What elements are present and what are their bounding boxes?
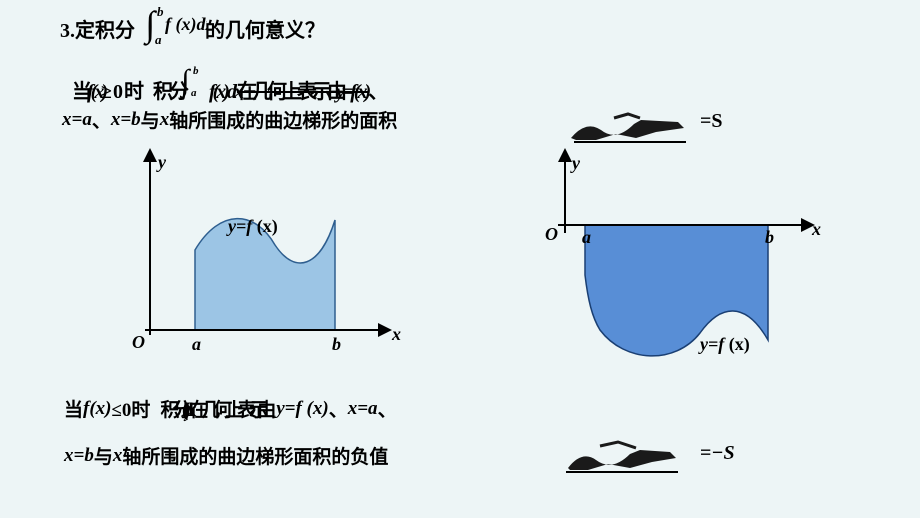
chart-positive-area: y x O a b y=f (x) (110, 140, 410, 360)
chart-negative-area: y x O a b y=f (x) (510, 145, 830, 375)
equals-neg-s: =−S (700, 442, 735, 465)
svg-text:y: y (156, 152, 167, 172)
svg-text:a: a (582, 227, 591, 247)
case-positive-line1: 当 f(x) ≥0时 积分 ∫ a b f(x)dx 在几何上表示由 y=f(x… (72, 64, 389, 104)
scribble-mark-neg-s (560, 438, 690, 478)
title-suffix: 的几何意义？ (205, 14, 325, 43)
svg-text:a: a (191, 87, 198, 98)
svg-text:∫: ∫ (179, 64, 191, 98)
svg-text:a: a (192, 334, 201, 354)
svg-text:b: b (332, 334, 341, 354)
svg-text:f (x)dx: f (x)dx (165, 14, 207, 35)
case-positive-line2: x=a 、 x=b 与 x 轴所围成的曲边梯形的面积 (62, 106, 397, 133)
title-integral-symbol: ∫ a b f (x)dx (137, 2, 207, 46)
svg-text:y=f (x): y=f (x) (226, 216, 278, 237)
svg-text:b: b (765, 227, 774, 247)
svg-text:b: b (193, 65, 200, 77)
svg-text:y=f (x): y=f (x) (698, 334, 750, 355)
title-prefix: 3.定积分 (60, 14, 135, 43)
svg-text:O: O (132, 332, 145, 352)
svg-text:a: a (155, 32, 162, 46)
svg-text:O: O (545, 224, 558, 244)
case-negative-line2: x=b 与 x 轴所围成的曲边梯形面积的负值 (64, 442, 388, 469)
svg-text:b: b (157, 4, 164, 19)
scribble-mark-s (566, 110, 696, 146)
svg-text:y: y (570, 153, 581, 173)
equals-s: =S (700, 110, 723, 133)
question-title: 3.定积分 ∫ a b f (x)dx 的几何意义？ (60, 10, 325, 46)
svg-text:x: x (811, 219, 821, 239)
svg-text:x: x (391, 324, 401, 344)
case-negative-line1: 当 f(x) ≤0时 积分∫f(x)dx在几何上表示 由 y=f (x) 、 x… (64, 395, 397, 422)
